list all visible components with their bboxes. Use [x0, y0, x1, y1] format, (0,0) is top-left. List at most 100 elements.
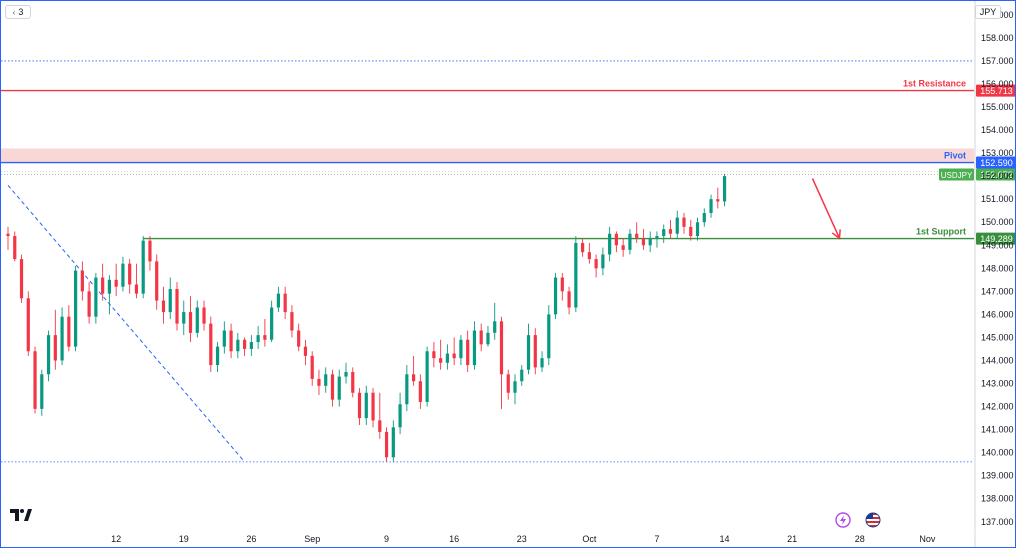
currency-button[interactable]: JPY	[975, 5, 1001, 19]
chevron-left-icon: ‹	[12, 7, 16, 17]
candle-body	[682, 217, 686, 227]
candle-body	[513, 381, 517, 393]
candle-body	[635, 233, 639, 239]
candle-body	[19, 259, 24, 299]
candle-body	[148, 240, 152, 262]
y-tick-label: 155.000	[981, 102, 1014, 112]
y-tick-label: 143.000	[981, 379, 1014, 389]
x-tick-label: 14	[720, 534, 730, 544]
y-tick-label: 142.000	[981, 402, 1014, 412]
level-price-label: 155.713	[980, 86, 1013, 96]
candle-body	[560, 277, 564, 292]
candle-body	[553, 277, 558, 315]
current-price-badge	[976, 168, 1015, 181]
candle-body	[256, 335, 260, 343]
candle-body	[67, 316, 71, 347]
candle-body	[709, 199, 713, 213]
candle-body	[297, 330, 301, 347]
level-price-badge	[976, 232, 1015, 245]
candle-body	[486, 332, 490, 345]
candle-body	[128, 263, 132, 285]
candle-body	[53, 335, 57, 361]
candle-body	[33, 351, 37, 409]
x-tick-label: Sep	[304, 534, 320, 544]
candle-body	[202, 307, 206, 324]
candle-body	[236, 339, 240, 352]
candle-body	[188, 312, 193, 333]
candle-body	[641, 238, 646, 246]
candle-body	[182, 312, 186, 324]
candle-body	[215, 346, 220, 366]
candle-body	[452, 353, 456, 359]
candle-body	[276, 293, 280, 308]
symbol-badge-label: USDJPY	[941, 171, 973, 180]
candle-body	[249, 342, 253, 349]
candle-body	[479, 330, 483, 345]
candle-body	[121, 263, 125, 287]
candle-body	[499, 321, 504, 375]
candle-body	[472, 330, 477, 366]
candle-body	[412, 374, 416, 382]
candle-body	[209, 323, 213, 366]
candle-body	[466, 339, 470, 366]
current-price-label: 152.072	[980, 170, 1013, 180]
y-tick-label: 149.000	[981, 240, 1014, 250]
candle-body	[621, 245, 625, 250]
candle-body	[270, 307, 274, 340]
candle-body	[283, 293, 287, 313]
y-tick-label: 158.000	[981, 33, 1014, 43]
level-price-badge	[976, 84, 1015, 97]
tradingview-logo-icon	[10, 509, 32, 521]
candle-body	[675, 217, 679, 234]
candle-body	[533, 335, 537, 368]
y-tick-label: 148.000	[981, 263, 1014, 273]
level-name-label: 1st Support	[916, 227, 966, 237]
y-tick-label: 156.000	[981, 79, 1014, 89]
y-tick-label: 139.000	[981, 471, 1014, 481]
level-price-label: 152.590	[980, 158, 1013, 168]
candle-body	[702, 213, 706, 223]
candle-body	[574, 242, 578, 308]
candle-body	[587, 252, 591, 260]
candle-body	[601, 254, 605, 269]
collapse-button[interactable]: ‹ 3	[5, 5, 31, 19]
candle-body	[493, 321, 497, 333]
us-flag-icon[interactable]	[865, 512, 881, 528]
y-tick-label: 152.000	[981, 171, 1014, 181]
y-tick-label: 154.000	[981, 125, 1014, 135]
lightning-icon[interactable]	[835, 512, 851, 528]
candle-body	[175, 289, 179, 324]
candle-body	[662, 229, 666, 237]
candle-body	[405, 374, 409, 405]
y-tick-label: 157.000	[981, 56, 1014, 66]
candle-body	[87, 291, 91, 317]
x-tick-label: 12	[111, 534, 121, 544]
level-price-badge	[976, 156, 1015, 169]
candle-body	[398, 404, 402, 428]
candle-body	[26, 298, 30, 352]
y-tick-label: 137.000	[981, 517, 1014, 527]
candle-body	[722, 176, 727, 202]
symbol-badge	[939, 168, 974, 181]
candle-body	[310, 355, 314, 379]
x-tick-label: 19	[179, 534, 189, 544]
x-tick-label: 7	[654, 534, 659, 544]
candle-body	[114, 279, 118, 287]
candle-body	[141, 240, 145, 294]
candle-body	[418, 381, 422, 402]
level-name-label: Pivot	[944, 151, 966, 161]
candle-body	[195, 307, 199, 333]
candle-body	[134, 284, 139, 294]
candle-body	[526, 335, 531, 370]
candle-body	[263, 335, 267, 340]
candle-body	[330, 374, 335, 400]
candle-body	[94, 277, 98, 317]
pivot-zone	[1, 148, 974, 163]
trendline	[7, 185, 245, 463]
candle-body	[6, 233, 10, 237]
candle-body	[357, 392, 362, 419]
candle-body	[344, 372, 348, 377]
y-tick-label: 144.000	[981, 355, 1014, 365]
